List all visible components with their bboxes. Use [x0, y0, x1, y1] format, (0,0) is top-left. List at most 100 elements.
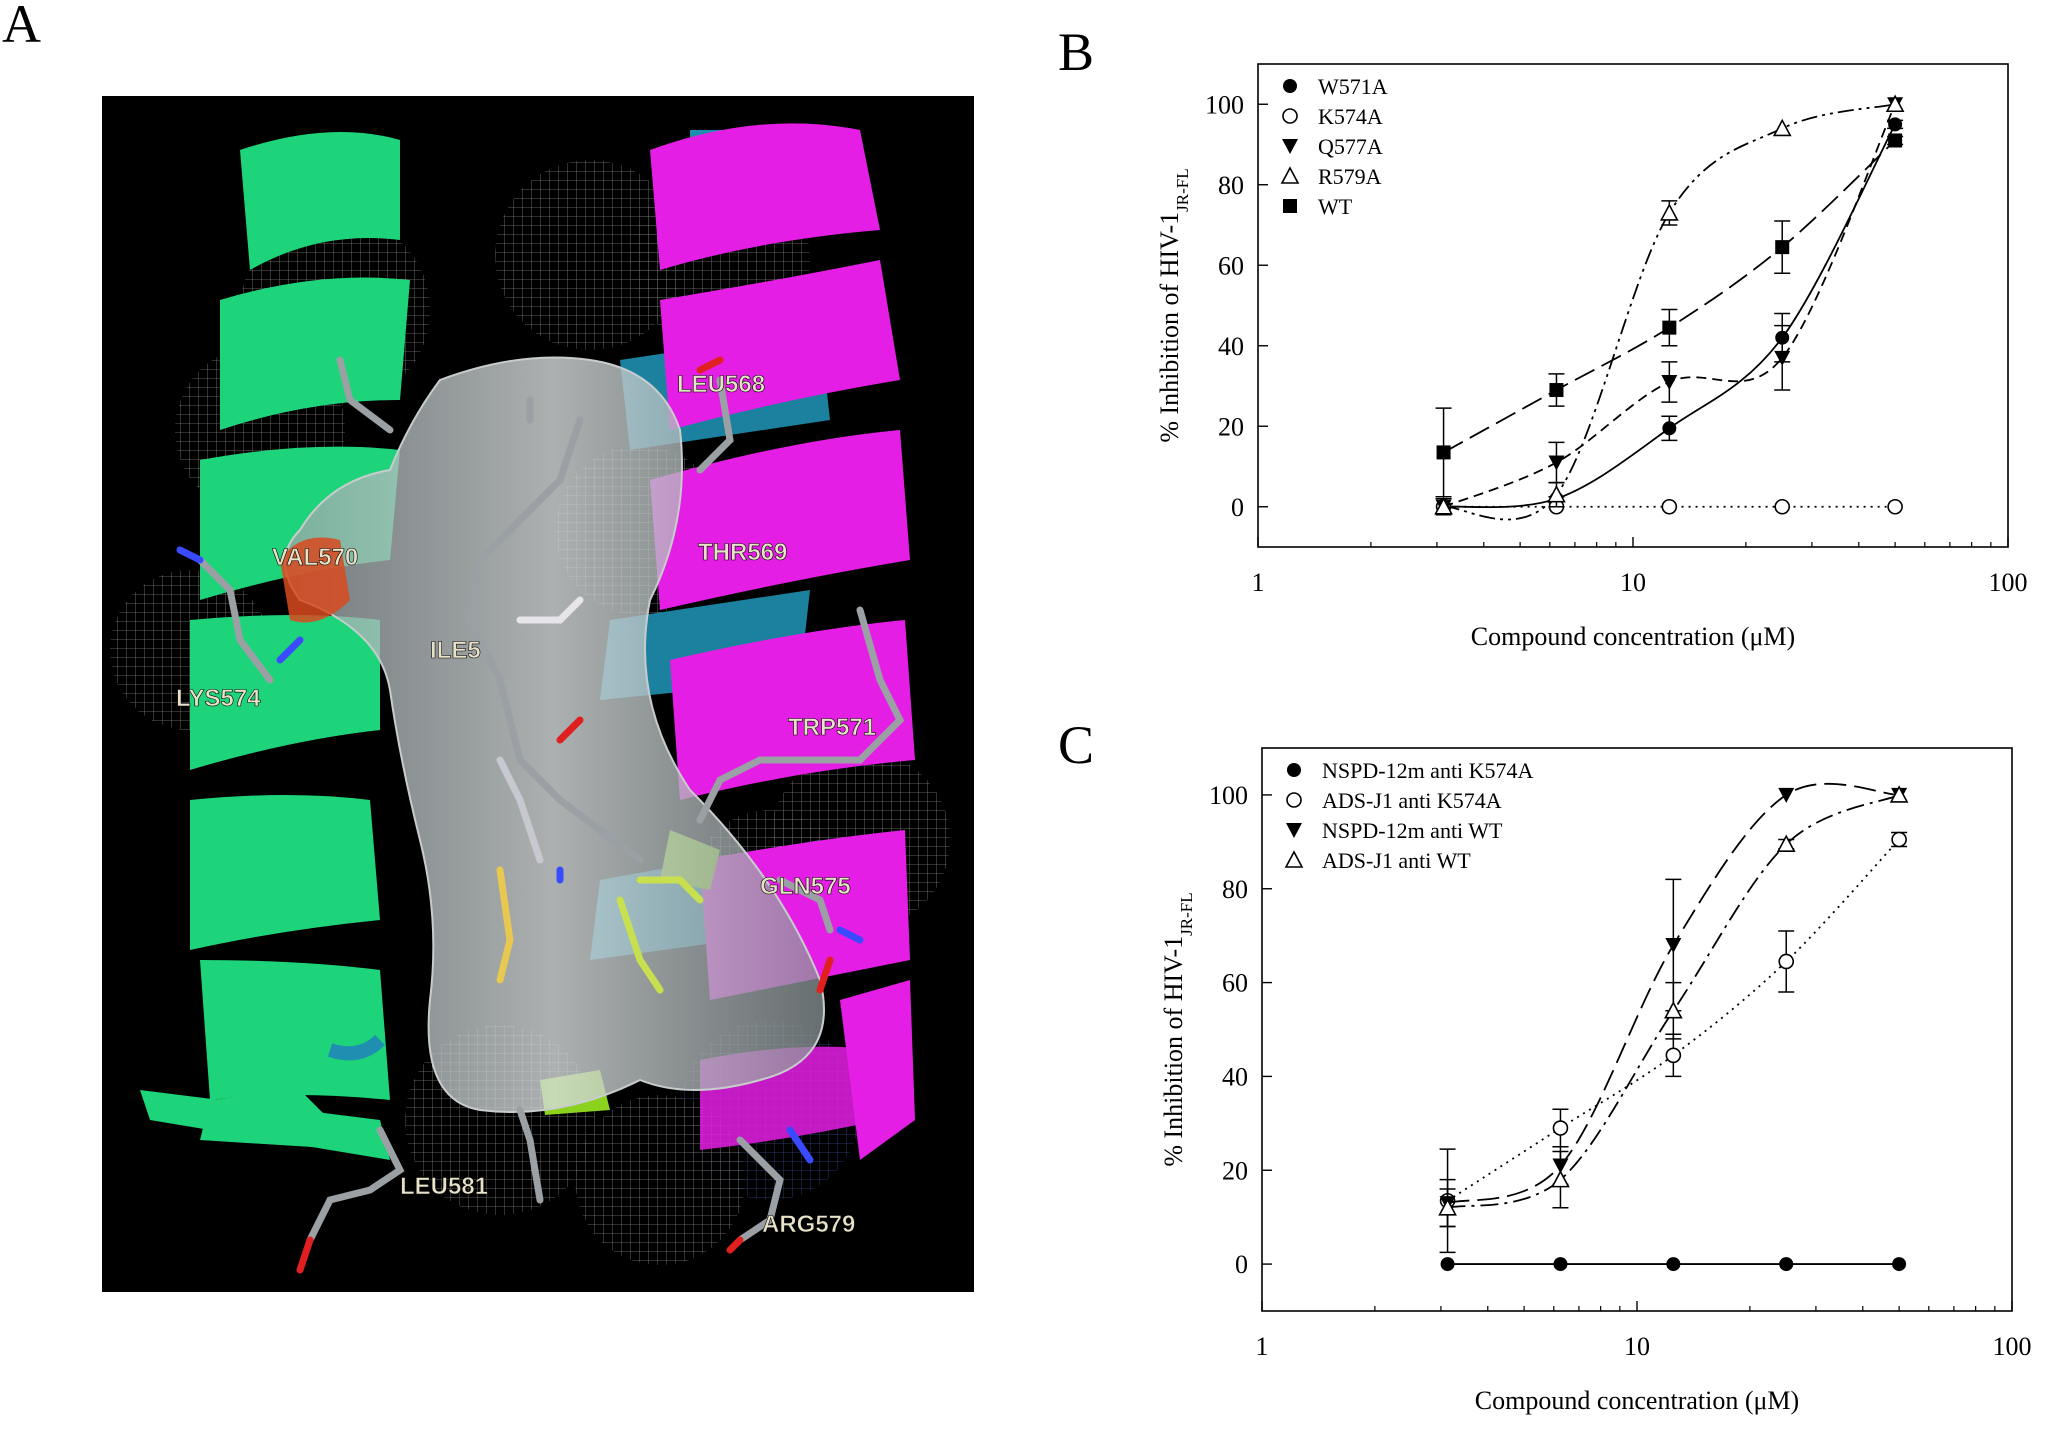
data-point	[1283, 199, 1297, 213]
data-point	[1664, 1001, 1683, 1019]
data-point	[1436, 445, 1451, 460]
series-q577a	[1435, 97, 1904, 515]
data-point	[1885, 94, 1905, 113]
y-tick-label: 100	[1209, 781, 1248, 810]
data-point	[1892, 1257, 1907, 1272]
data-point	[1660, 203, 1679, 221]
data-point	[1665, 1047, 1682, 1064]
panel-a-letter: A	[2, 0, 41, 54]
data-point	[1778, 953, 1795, 970]
chart-c: 0 20 40 60 80 100 1 10 100 Compound concentration…	[1159, 747, 2032, 1415]
y-tick-label: 40	[1222, 1062, 1248, 1091]
data-point	[1552, 1120, 1569, 1136]
y-tick-label: 0	[1235, 1250, 1248, 1279]
x-tick-label: 1	[1256, 1332, 1269, 1361]
data-point	[1666, 1257, 1681, 1272]
y-tick-label: 80	[1218, 171, 1244, 200]
data-point	[1440, 1257, 1455, 1272]
y-axis-label-main: % Inhibition of HIV-1	[1155, 212, 1184, 443]
legend-entry: ADS-J1 anti K574A	[1322, 788, 1502, 813]
y-axis-label: % Inhibition of HIV-1JR-FL	[1155, 168, 1192, 442]
x-tick-label: 1	[1252, 568, 1265, 597]
data-point	[1772, 118, 1792, 137]
legend-entry: K574A	[1318, 104, 1383, 129]
data-point	[1280, 166, 1300, 184]
y-tick-label: 20	[1218, 412, 1244, 441]
residue-label: THR569	[698, 539, 787, 566]
data-point	[1889, 785, 1909, 803]
data-point	[1662, 421, 1677, 436]
series-line	[1443, 103, 1896, 508]
x-axis-label: Compound concentration (μM)	[1471, 622, 1795, 651]
data-point	[1779, 1257, 1794, 1272]
data-point	[1548, 455, 1565, 471]
residue-label: GLN575	[760, 873, 851, 900]
y-axis-label: % Inhibition of HIV-1JR-FL	[1159, 892, 1196, 1166]
y-tick-label: 60	[1222, 969, 1248, 998]
data-point	[1284, 850, 1304, 868]
panel-b-letter: B	[1058, 22, 1094, 82]
residue-label: VAL570	[272, 544, 358, 571]
y-tick-label: 0	[1231, 493, 1244, 522]
panel-c-letter: C	[1058, 715, 1094, 775]
series-wt	[1435, 133, 1904, 498]
data-point	[1547, 484, 1566, 503]
data-point	[1776, 834, 1796, 852]
legend: W571A K574A Q577A R579A WT	[1280, 74, 1388, 219]
x-tick-label: 100	[1993, 1332, 2032, 1361]
data-point	[1286, 792, 1302, 808]
y-axis-label-subscript: JR-FL	[1177, 892, 1196, 935]
molecular-structure-image: LEU568 VAL570 THR569 ILE5 LYS574 TRP571 …	[102, 96, 974, 1292]
residue-label: TRP571	[788, 714, 876, 741]
x-axis-label: Compound concentration (μM)	[1475, 1386, 1799, 1415]
residue-label: LEU568	[677, 371, 765, 398]
legend-entry: NSPD-12m anti WT	[1322, 818, 1503, 843]
series-line	[1443, 139, 1896, 454]
data-point	[1549, 383, 1564, 398]
data-point	[1891, 831, 1907, 848]
legend-entry: R579A	[1318, 164, 1382, 189]
data-point	[1661, 374, 1678, 390]
data-point	[1665, 938, 1682, 954]
series-r579a	[1434, 94, 1905, 521]
green-helix	[140, 132, 410, 1160]
legend: NSPD-12m anti K574A ADS-J1 anti K574A NSPD…	[1284, 758, 1534, 873]
data-point	[1283, 79, 1297, 93]
data-point	[1778, 787, 1795, 803]
data-point	[1774, 498, 1791, 515]
data-point	[1888, 133, 1903, 148]
residue-label: ARG579	[762, 1211, 855, 1238]
legend-entry: Q577A	[1318, 134, 1383, 159]
series-line	[1443, 123, 1896, 509]
series-nspd-12m-anti-k574a	[1440, 1257, 1907, 1272]
data-point	[1553, 1257, 1568, 1272]
y-tick-label: 40	[1218, 332, 1244, 361]
legend-entry: ADS-J1 anti WT	[1322, 848, 1471, 873]
y-tick-label: 60	[1218, 251, 1244, 280]
ligand-sticks	[176, 356, 905, 1274]
y-tick-label: 80	[1222, 875, 1248, 904]
data-point	[1661, 498, 1678, 515]
data-point	[1887, 498, 1903, 515]
data-point	[1282, 139, 1298, 154]
data-point	[1774, 350, 1791, 366]
x-tick-label: 10	[1620, 568, 1646, 597]
y-axis-label-main: % Inhibition of HIV-1	[1159, 936, 1188, 1167]
data-point	[1888, 117, 1903, 132]
legend-entry: W571A	[1318, 74, 1388, 99]
residue-label: LEU581	[400, 1173, 488, 1200]
data-point	[1434, 497, 1453, 515]
x-tick-label: 100	[1989, 568, 2028, 597]
residue-label: ILE5	[430, 637, 481, 664]
data-point	[1662, 320, 1677, 335]
series-ads-j1-anti-wt	[1438, 785, 1909, 1228]
chart-b: 0 20 40 60 80 100 1 10 100 Compound concentration…	[1155, 63, 2028, 651]
data-point	[1287, 763, 1301, 777]
y-tick-label: 100	[1205, 90, 1244, 119]
x-tick-label: 10	[1624, 1332, 1650, 1361]
legend-entry: NSPD-12m anti K574A	[1322, 758, 1534, 783]
residue-label: LYS574	[176, 685, 261, 712]
data-point	[1282, 108, 1298, 124]
data-point	[1286, 823, 1302, 838]
